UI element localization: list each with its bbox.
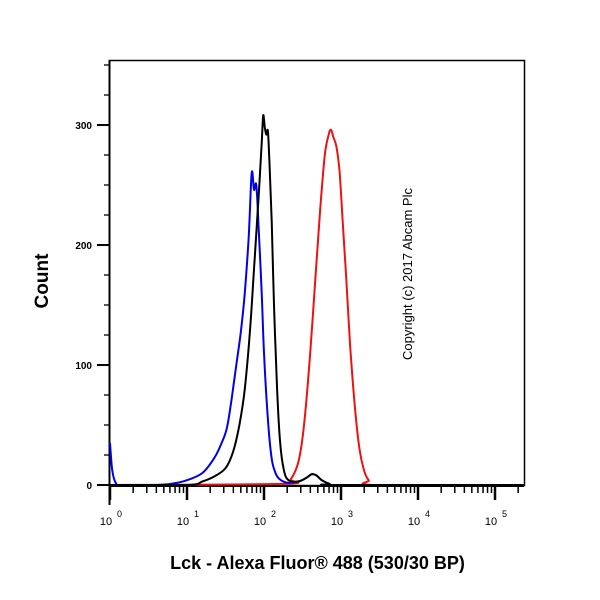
x-axis: 10 0 10 1 10 2 10 3 10 4 10 5 <box>100 485 524 528</box>
y-tick-label: 300 <box>75 121 92 132</box>
x-tick-exponent: 5 <box>502 509 507 519</box>
y-tick-label: 200 <box>75 241 92 252</box>
x-tick-label: 10 <box>485 516 497 528</box>
x-tick-label: 10 <box>331 516 343 528</box>
y-tick-label: 0 <box>86 481 92 492</box>
y-tick-label: 100 <box>75 361 92 372</box>
x-tick-exponent: 0 <box>117 509 122 519</box>
y-axis-label: Count <box>32 253 53 309</box>
x-tick-label: 10 <box>177 516 189 528</box>
x-tick-label: 10 <box>100 516 112 528</box>
plot-frame <box>108 59 526 487</box>
x-axis-label: Lck - Alexa Fluor® 488 (530/30 BP) <box>170 553 465 573</box>
x-tick-exponent: 3 <box>348 509 353 519</box>
y-axis: 0 100 200 300 <box>75 60 111 505</box>
x-tick-exponent: 4 <box>425 509 430 519</box>
histogram-curve-red <box>109 128 524 487</box>
x-tick-label: 10 <box>254 516 266 528</box>
x-tick-exponent: 2 <box>271 509 276 519</box>
histogram-curve-black <box>110 114 524 487</box>
x-tick-exponent: 1 <box>194 509 199 519</box>
x-tick-label: 10 <box>408 516 420 528</box>
copyright-notice: Copyright (c) 2017 Abcam Plc <box>400 188 415 360</box>
histogram-curves <box>109 114 524 487</box>
